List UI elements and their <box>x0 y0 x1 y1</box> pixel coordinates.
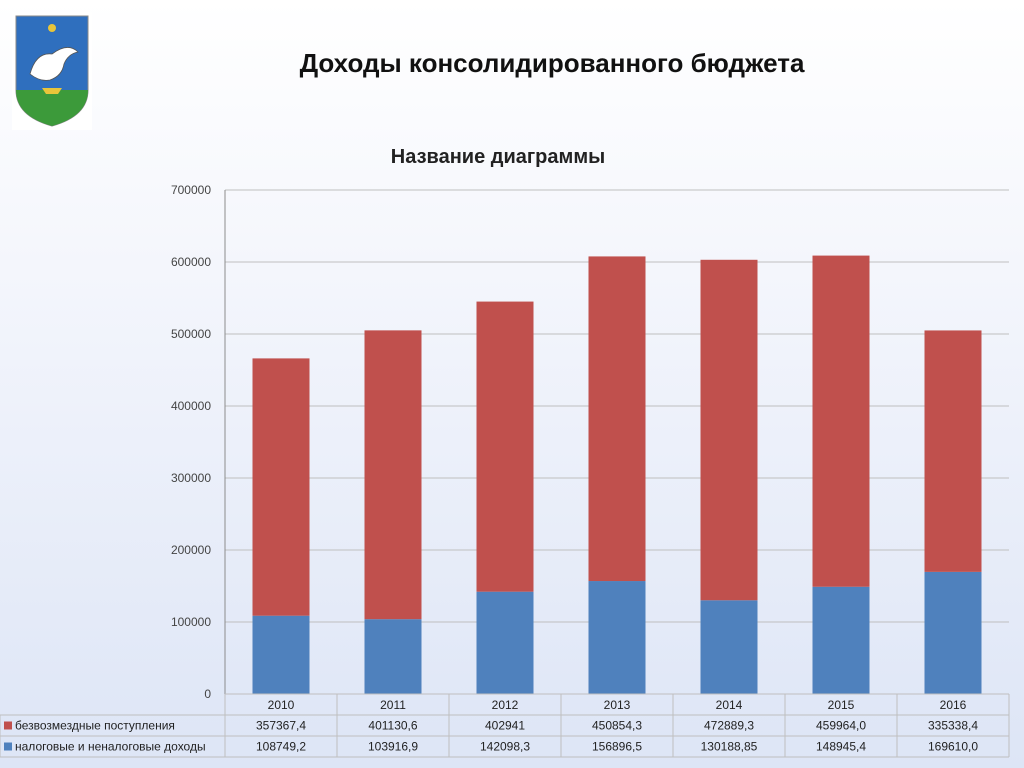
bar-segment-bottom-2014 <box>700 600 758 694</box>
data-label: 103916,9 <box>368 740 418 754</box>
data-label: 142098,3 <box>480 740 530 754</box>
data-label: 401130,6 <box>368 719 417 733</box>
x-tick-label: 2010 <box>268 698 295 712</box>
coat-of-arms-logo <box>12 12 92 130</box>
crown-icon <box>48 24 56 32</box>
shield-green-field <box>16 90 88 126</box>
data-label: 156896,5 <box>592 740 642 754</box>
data-label: 148945,4 <box>816 740 866 754</box>
bar-segment-top-2011 <box>364 330 422 620</box>
y-tick-label: 600000 <box>171 255 211 269</box>
y-tick-label: 300000 <box>171 471 211 485</box>
data-label: 108749,2 <box>256 740 306 754</box>
data-label: 450854,3 <box>592 719 642 733</box>
bar-segment-bottom-2012 <box>476 591 534 694</box>
data-label: 357367,4 <box>256 719 306 733</box>
bar-segment-top-2015 <box>812 255 870 587</box>
legend-key <box>4 742 12 751</box>
legend-label: налоговые и неналоговые доходы <box>15 740 206 754</box>
chart-bars <box>252 255 982 694</box>
y-tick-label: 700000 <box>171 183 211 197</box>
legend-label: безвозмездные поступления <box>15 719 175 733</box>
y-axis-ticks: 0 100000 200000 300000 400000 500000 600000 700… <box>171 183 211 701</box>
x-tick-label: 2012 <box>492 698 519 712</box>
data-label: 402941 <box>485 719 525 733</box>
legend-key <box>4 721 12 730</box>
bar-segment-bottom-2013 <box>588 581 646 694</box>
x-tick-label: 2011 <box>380 698 406 712</box>
y-tick-label: 400000 <box>171 399 211 413</box>
slide-title: Доходы консолидированного бюджета <box>299 48 805 78</box>
y-tick-label: 0 <box>204 687 211 701</box>
data-label: 169610,0 <box>928 740 978 754</box>
y-tick-label: 500000 <box>171 327 211 341</box>
data-label: 459964,0 <box>816 719 866 733</box>
data-label: 335338,4 <box>928 719 978 733</box>
data-label: 130188,85 <box>701 740 758 754</box>
bar-segment-bottom-2010 <box>252 615 310 694</box>
data-table: 2010 2011 2012 2013 2014 2015 2016 безвозмездны… <box>0 693 1010 758</box>
bar-segment-top-2014 <box>700 259 758 601</box>
bar-segment-top-2013 <box>588 256 646 582</box>
x-tick-label: 2013 <box>604 698 631 712</box>
bar-segment-bottom-2016 <box>924 571 982 694</box>
bar-segment-top-2010 <box>252 358 310 616</box>
x-tick-label: 2015 <box>828 698 855 712</box>
bar-segment-top-2016 <box>924 330 982 572</box>
bird-icon <box>29 47 79 81</box>
x-tick-label: 2014 <box>716 698 743 712</box>
y-tick-label: 200000 <box>171 543 211 557</box>
chart-title: Название диаграммы <box>390 146 606 168</box>
y-tick-label: 100000 <box>171 615 211 629</box>
data-label: 472889,3 <box>704 719 754 733</box>
bar-segment-bottom-2015 <box>812 586 870 694</box>
bar-segment-top-2012 <box>476 301 534 592</box>
bar-segment-bottom-2011 <box>364 619 422 694</box>
x-tick-label: 2016 <box>940 698 967 712</box>
